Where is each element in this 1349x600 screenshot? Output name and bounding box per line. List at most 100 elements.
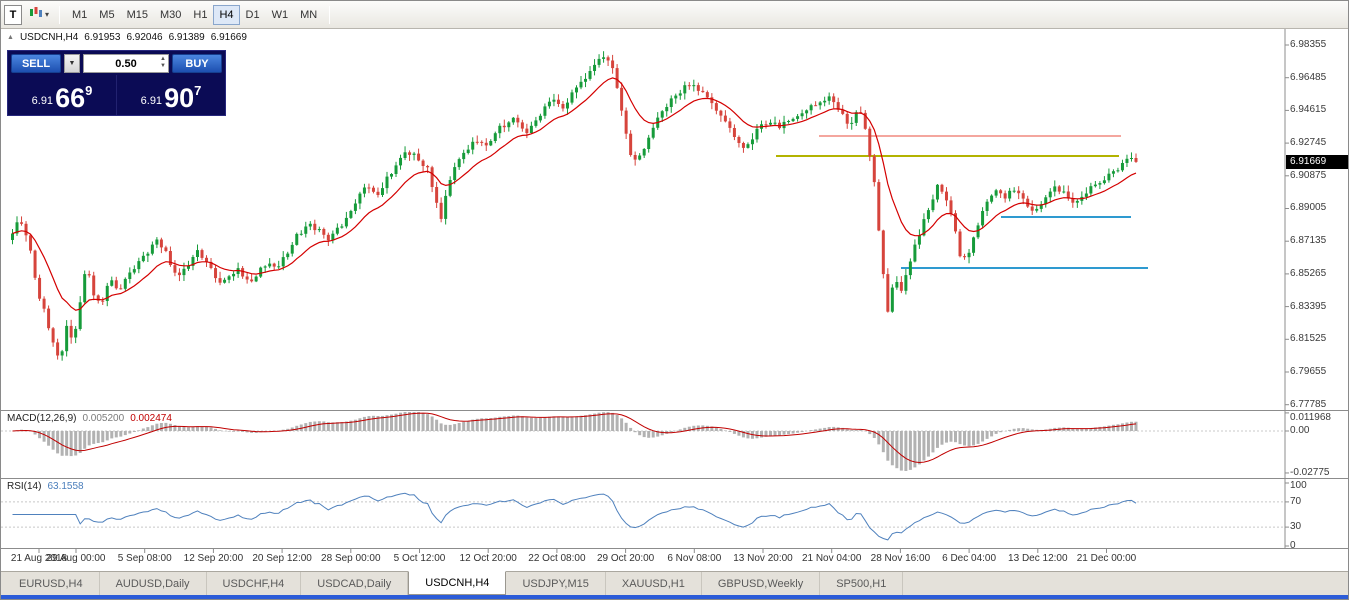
chart-objects-icon — [29, 5, 43, 24]
bottom-tab-usdcnh-h4[interactable]: USDCNH,H4 — [408, 571, 507, 595]
price-axis-label: 6.90875 — [1290, 169, 1327, 181]
bottom-tab-xauusd-h1[interactable]: XAUUSD,H1 — [606, 572, 702, 595]
ohlc-high: 6.92046 — [126, 32, 163, 43]
macd-name: MACD(12,26,9) — [7, 413, 77, 424]
timeframe-button-m15[interactable]: M15 — [126, 8, 148, 21]
lot-spinner[interactable]: ▲ ▼ — [160, 56, 166, 70]
spinner-down-icon[interactable]: ▼ — [160, 63, 166, 69]
sell-price-display[interactable]: 6.91 66 9 — [8, 75, 117, 115]
price-axis-label: 6.87135 — [1290, 235, 1327, 247]
sell-button[interactable]: SELL — [11, 54, 61, 73]
rsi-axis-label: 0 — [1290, 540, 1296, 551]
timeframe-button-w1[interactable]: W1 — [271, 8, 289, 21]
time-axis-label: 21 Nov 04:00 — [801, 553, 862, 564]
rsi-axis-label: 70 — [1290, 495, 1302, 507]
price-axis-label: 6.98355 — [1290, 39, 1327, 50]
ohlc-close: 6.91669 — [210, 32, 247, 43]
macd-signal-value: 0.002474 — [130, 413, 172, 424]
price-axis-label: 6.85265 — [1290, 267, 1327, 279]
timeframe-button-mn[interactable]: MN — [300, 8, 318, 21]
price-axis-label: 6.94615 — [1290, 104, 1327, 116]
buy-price-display[interactable]: 6.91 90 7 — [117, 75, 225, 115]
time-axis-label: 6 Nov 08:00 — [667, 553, 722, 564]
ohlc-header: ▲ USDCNH,H4 6.91953 6.92046 6.91389 6.91… — [7, 32, 247, 43]
ohlc-low: 6.91389 — [168, 32, 205, 43]
timeframe-button-m30[interactable]: M30 — [159, 8, 182, 21]
sell-price-big: 66 — [55, 83, 86, 113]
time-axis-label: 28 Sep 00:00 — [321, 553, 381, 564]
rsi-name: RSI(14) — [7, 481, 42, 492]
rsi-axis-label: 100 — [1290, 480, 1307, 491]
bottom-tab-eurusd-h4[interactable]: EURUSD,H4 — [3, 572, 100, 595]
time-axis-label: 12 Sep 20:00 — [183, 553, 244, 564]
time-axis-label: 5 Sep 08:00 — [117, 553, 172, 564]
chart-region[interactable]: ▲ USDCNH,H4 6.91953 6.92046 6.91389 6.91… — [1, 29, 1348, 571]
bottom-tab-gbpusd-weekly[interactable]: GBPUSD,Weekly — [702, 572, 821, 595]
one-click-trade-panel: SELL ▼ 0.50 ▲ ▼ BUY 6.91 66 9 — [7, 50, 226, 116]
time-axis-label: 20 Sep 12:00 — [252, 553, 312, 564]
macd-axis-label: 0.011968 — [1290, 412, 1331, 423]
chevron-down-icon: ▾ — [45, 10, 50, 19]
buy-price-big: 90 — [164, 83, 195, 113]
sell-price-prefix: 6.91 — [31, 95, 54, 107]
price-axis-label: 6.83395 — [1290, 300, 1327, 312]
toolbar-separator — [59, 5, 61, 24]
price-axis-label: 6.92745 — [1290, 137, 1327, 149]
time-axis-label: 21 Dec 00:00 — [1076, 553, 1137, 564]
timeframe-button-m5[interactable]: M5 — [99, 8, 115, 21]
bottom-tab-usdchf-h4[interactable]: USDCHF,H4 — [207, 572, 302, 595]
macd-main-value: 0.005200 — [82, 413, 125, 424]
timeframe-button-h1[interactable]: H1 — [193, 8, 208, 21]
timeframe-group: M1 M5 M15 M30 H1 H4 D1 W1 MN — [66, 4, 323, 25]
time-axis-label: 22 Oct 08:00 — [528, 553, 586, 564]
macd-header: MACD(12,26,9) 0.005200 0.002474 — [7, 413, 172, 424]
lot-size-input[interactable]: 0.50 ▲ ▼ — [83, 54, 169, 73]
toolbar-separator — [329, 5, 331, 24]
time-axis-label: 13 Nov 20:00 — [733, 553, 793, 564]
lot-size-value: 0.50 — [115, 57, 137, 70]
trade-panel-controls: SELL ▼ 0.50 ▲ ▼ BUY — [8, 51, 225, 75]
price-axis-label: 6.79655 — [1290, 365, 1327, 377]
macd-axis-label: -0.02775 — [1290, 466, 1330, 478]
chart-tab-bar: EURUSD,H4 AUDUSD,Daily USDCHF,H4 USDCAD,Dai… — [1, 571, 1348, 595]
price-axis-label: 6.96485 — [1290, 71, 1327, 83]
timeframe-button-m1[interactable]: M1 — [72, 8, 88, 21]
price-axis-label: 6.77785 — [1290, 398, 1327, 410]
time-axis-label: 13 Dec 12:00 — [1008, 553, 1068, 564]
current-price-tag: 6.91669 — [1286, 154, 1348, 169]
macd-axis-label: 0.00 — [1290, 425, 1310, 436]
time-axis-label: 5 Oct 12:00 — [393, 553, 446, 564]
buy-price-pipette: 7 — [194, 83, 202, 98]
text-tool-button[interactable]: T — [4, 4, 22, 25]
timeframe-button-h4[interactable]: H4 — [213, 4, 240, 25]
price-axis-label: 6.81525 — [1290, 333, 1327, 345]
time-axis-label: 6 Dec 04:00 — [942, 553, 997, 564]
rsi-value: 63.1558 — [47, 481, 84, 492]
top-toolbar: T ▾ M1 M5 M15 M30 H1 H4 D1 W1 MN — [1, 1, 1348, 29]
ohlc-open: 6.91953 — [84, 32, 121, 43]
chart-objects-button[interactable]: ▾ — [25, 5, 53, 25]
bottom-tab-usdcad-daily[interactable]: USDCAD,Daily — [301, 572, 409, 595]
bottom-window-strip — [1, 595, 1348, 599]
rsi-header: RSI(14) 63.1558 — [7, 481, 84, 492]
timeframe-button-d1[interactable]: D1 — [245, 8, 260, 21]
buy-button[interactable]: BUY — [172, 54, 222, 73]
bottom-tab-usdjpy-m15[interactable]: USDJPY,M15 — [506, 572, 606, 595]
price-axis-label: 6.89005 — [1290, 202, 1327, 214]
sell-price-pipette: 9 — [85, 83, 93, 98]
chart-canvas — [1, 29, 1348, 553]
time-axis-label: 29 Aug 00:00 — [46, 553, 106, 564]
time-axis-label: 21 Aug 2018 — [10, 553, 68, 564]
time-axis-label: 28 Nov 16:00 — [870, 553, 931, 564]
trade-panel-prices: 6.91 66 9 6.91 90 7 — [8, 75, 225, 115]
symbol-marker-icon: ▲ — [7, 34, 14, 41]
time-axis-label: 29 Oct 20:00 — [596, 553, 655, 564]
rsi-axis-label: 30 — [1290, 521, 1302, 533]
bottom-tab-audusd-daily[interactable]: AUDUSD,Daily — [100, 572, 207, 595]
symbol-name: USDCNH,H4 — [19, 32, 79, 43]
buy-price-prefix: 6.91 — [140, 95, 163, 107]
spinner-up-icon[interactable]: ▲ — [160, 56, 166, 62]
lot-dropdown-button[interactable]: ▼ — [64, 54, 80, 73]
bottom-tab-sp500-h1[interactable]: SP500,H1 — [820, 572, 904, 595]
